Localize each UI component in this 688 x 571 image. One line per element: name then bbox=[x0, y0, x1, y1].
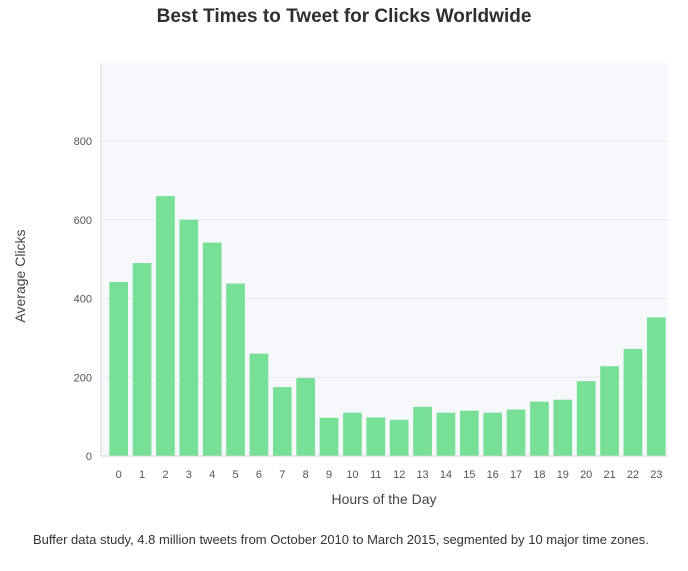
x-tick-label: 17 bbox=[510, 469, 522, 481]
bar bbox=[226, 283, 245, 456]
bar bbox=[132, 263, 152, 456]
bar bbox=[459, 410, 479, 456]
bar bbox=[389, 419, 409, 456]
bar bbox=[623, 348, 643, 456]
x-tick-label: 18 bbox=[533, 469, 545, 481]
x-tick-label: 16 bbox=[487, 469, 499, 481]
y-tick-label: 0 bbox=[86, 451, 92, 463]
bar bbox=[553, 399, 573, 456]
x-tick-label: 13 bbox=[416, 469, 428, 481]
bar bbox=[296, 378, 316, 456]
bar bbox=[483, 412, 503, 456]
x-tick-label: 19 bbox=[557, 469, 569, 481]
x-tick-label: 23 bbox=[650, 469, 662, 481]
x-tick-label: 9 bbox=[326, 469, 332, 481]
bar bbox=[272, 387, 292, 456]
x-tick-label: 14 bbox=[440, 469, 452, 481]
x-tick-label: 2 bbox=[162, 469, 168, 481]
bar bbox=[109, 281, 129, 456]
x-tick-label: 0 bbox=[116, 469, 122, 481]
bar bbox=[506, 409, 526, 456]
x-tick-label: 4 bbox=[209, 469, 215, 481]
x-tick-label: 22 bbox=[627, 469, 639, 481]
chart-title: Best Times to Tweet for Clicks Worldwide bbox=[156, 6, 532, 27]
bar bbox=[319, 417, 339, 456]
chart-caption: Buffer data study, 4.8 million tweets fr… bbox=[33, 532, 649, 547]
bar bbox=[436, 412, 456, 456]
y-tick-label: 200 bbox=[74, 372, 92, 384]
x-tick-label: 1 bbox=[139, 469, 145, 481]
bar bbox=[600, 366, 619, 456]
bar bbox=[576, 381, 596, 456]
y-tick-label: 800 bbox=[74, 136, 92, 148]
x-tick-label: 20 bbox=[580, 469, 592, 481]
y-tick-label: 400 bbox=[74, 294, 92, 306]
x-tick-label: 15 bbox=[463, 469, 475, 481]
x-tick-label: 8 bbox=[303, 469, 309, 481]
bar bbox=[530, 401, 549, 456]
y-tick-label: 600 bbox=[74, 215, 92, 227]
bar bbox=[202, 242, 222, 456]
bar bbox=[249, 353, 269, 456]
x-tick-label: 6 bbox=[256, 469, 262, 481]
x-axis-label: Hours of the Day bbox=[331, 491, 437, 507]
bar bbox=[646, 317, 666, 456]
x-tick-label: 5 bbox=[233, 469, 239, 481]
x-tick-label: 11 bbox=[370, 469, 381, 481]
bar bbox=[179, 219, 199, 456]
bar bbox=[343, 412, 362, 456]
x-tick-label: 10 bbox=[346, 469, 358, 481]
x-tick-label: 3 bbox=[186, 469, 192, 481]
x-tick-label: 21 bbox=[603, 469, 615, 481]
x-tick-label: 12 bbox=[393, 469, 405, 481]
bar bbox=[156, 196, 175, 456]
x-tick-label: 7 bbox=[279, 469, 285, 481]
bar bbox=[366, 417, 386, 456]
bar bbox=[413, 406, 432, 456]
